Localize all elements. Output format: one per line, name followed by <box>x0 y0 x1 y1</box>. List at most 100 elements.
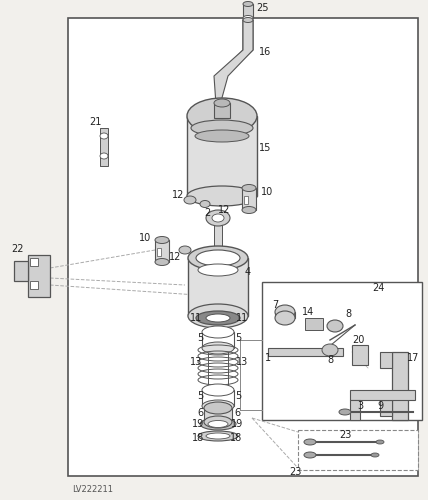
Text: 18: 18 <box>230 433 242 443</box>
Text: 12: 12 <box>218 205 230 215</box>
Text: 19: 19 <box>231 419 243 429</box>
Text: 17: 17 <box>407 353 419 363</box>
Text: 2: 2 <box>204 208 210 218</box>
Bar <box>214 103 230 118</box>
Ellipse shape <box>155 258 169 266</box>
Bar <box>202 332 234 348</box>
Text: 6: 6 <box>197 408 203 418</box>
Bar <box>14 261 28 281</box>
Bar <box>243 4 253 18</box>
Bar <box>242 188 256 210</box>
Ellipse shape <box>208 420 228 428</box>
Bar <box>380 400 392 416</box>
Text: 12: 12 <box>172 190 184 200</box>
Ellipse shape <box>196 311 240 325</box>
Ellipse shape <box>202 384 234 396</box>
Text: 21: 21 <box>89 117 101 127</box>
Text: 4: 4 <box>245 267 251 277</box>
Ellipse shape <box>304 452 316 458</box>
Text: 5: 5 <box>197 333 203 343</box>
Ellipse shape <box>188 246 248 270</box>
Text: 11: 11 <box>190 313 202 323</box>
Ellipse shape <box>206 314 230 322</box>
Ellipse shape <box>275 305 295 319</box>
Bar <box>202 390 234 406</box>
Bar <box>262 282 422 420</box>
Ellipse shape <box>327 320 343 332</box>
Bar <box>30 281 38 289</box>
Text: 15: 15 <box>259 143 271 153</box>
Ellipse shape <box>206 210 230 226</box>
Bar <box>380 352 392 368</box>
Text: 1: 1 <box>265 353 271 363</box>
Ellipse shape <box>206 433 230 439</box>
Ellipse shape <box>339 409 351 415</box>
Bar <box>214 218 222 248</box>
Bar <box>392 352 408 420</box>
Text: 7: 7 <box>272 300 278 310</box>
Ellipse shape <box>155 236 169 244</box>
Bar <box>298 430 418 470</box>
Bar <box>275 312 295 318</box>
Ellipse shape <box>242 184 256 192</box>
Ellipse shape <box>202 326 234 338</box>
Ellipse shape <box>100 153 108 159</box>
Ellipse shape <box>214 103 222 107</box>
Bar <box>30 258 38 266</box>
Bar <box>187 116 257 196</box>
Ellipse shape <box>204 416 232 428</box>
Text: 13: 13 <box>190 357 202 367</box>
Ellipse shape <box>322 344 338 356</box>
Ellipse shape <box>200 200 210 207</box>
Text: 12: 12 <box>169 252 181 262</box>
Bar <box>157 248 161 256</box>
Bar <box>244 196 248 204</box>
Text: LV222211: LV222211 <box>72 486 113 494</box>
Ellipse shape <box>275 311 295 325</box>
Ellipse shape <box>191 120 253 136</box>
Ellipse shape <box>376 440 384 444</box>
Text: 24: 24 <box>372 283 384 293</box>
Ellipse shape <box>204 402 232 414</box>
Ellipse shape <box>184 196 196 204</box>
Bar <box>155 240 169 262</box>
Bar <box>100 128 108 166</box>
Bar <box>204 408 232 422</box>
Text: 13: 13 <box>236 357 248 367</box>
Text: 22: 22 <box>12 244 24 254</box>
Text: 6: 6 <box>234 408 240 418</box>
Polygon shape <box>352 345 368 365</box>
Bar <box>188 258 248 316</box>
Bar <box>68 18 418 476</box>
Ellipse shape <box>304 439 316 445</box>
Ellipse shape <box>195 130 249 142</box>
Bar <box>350 390 415 400</box>
Ellipse shape <box>179 246 191 254</box>
Text: 14: 14 <box>302 307 314 317</box>
Text: 5: 5 <box>197 391 203 401</box>
Ellipse shape <box>243 18 253 22</box>
Ellipse shape <box>200 418 236 430</box>
Text: 25: 25 <box>257 3 269 13</box>
Ellipse shape <box>242 206 256 214</box>
Ellipse shape <box>212 214 224 222</box>
Text: 10: 10 <box>261 187 273 197</box>
Ellipse shape <box>198 431 238 441</box>
Bar <box>28 255 50 297</box>
Ellipse shape <box>198 264 238 276</box>
Ellipse shape <box>187 186 257 206</box>
Text: 5: 5 <box>235 391 241 401</box>
Ellipse shape <box>100 133 108 139</box>
Ellipse shape <box>202 342 234 354</box>
Text: 10: 10 <box>139 233 151 243</box>
Text: 23: 23 <box>339 430 351 440</box>
Ellipse shape <box>243 16 253 20</box>
Ellipse shape <box>214 99 230 107</box>
Ellipse shape <box>202 400 234 412</box>
Text: 20: 20 <box>352 335 364 345</box>
Text: 5: 5 <box>235 333 241 343</box>
Ellipse shape <box>188 304 248 328</box>
Text: 9: 9 <box>377 401 383 411</box>
Text: 11: 11 <box>236 313 248 323</box>
Ellipse shape <box>243 2 253 6</box>
